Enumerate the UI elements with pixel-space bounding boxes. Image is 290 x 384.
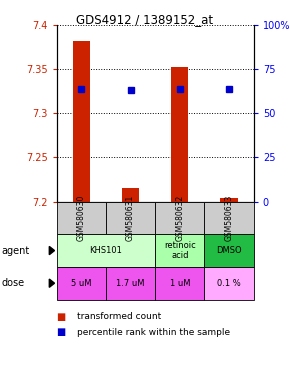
Text: agent: agent: [1, 245, 30, 256]
Text: GSM580631: GSM580631: [126, 195, 135, 241]
Text: 0.1 %: 0.1 %: [217, 279, 241, 288]
Bar: [72, 41, 90, 202]
Text: GSM580632: GSM580632: [175, 195, 184, 241]
Text: transformed count: transformed count: [77, 312, 161, 321]
Bar: [220, 198, 238, 202]
Text: 1.7 uM: 1.7 uM: [116, 279, 145, 288]
Text: GDS4912 / 1389152_at: GDS4912 / 1389152_at: [77, 13, 213, 26]
Text: GSM580630: GSM580630: [77, 195, 86, 241]
Text: 1 uM: 1 uM: [170, 279, 190, 288]
Text: GSM580633: GSM580633: [224, 195, 234, 241]
Bar: [171, 67, 188, 202]
Text: percentile rank within the sample: percentile rank within the sample: [77, 328, 230, 337]
Text: ■: ■: [57, 312, 66, 322]
Text: DMSO: DMSO: [216, 246, 242, 255]
Text: retinoic
acid: retinoic acid: [164, 241, 196, 260]
Bar: [122, 189, 139, 202]
Text: 5 uM: 5 uM: [71, 279, 91, 288]
Text: ■: ■: [57, 327, 66, 337]
Text: dose: dose: [1, 278, 25, 288]
Text: KHS101: KHS101: [89, 246, 122, 255]
